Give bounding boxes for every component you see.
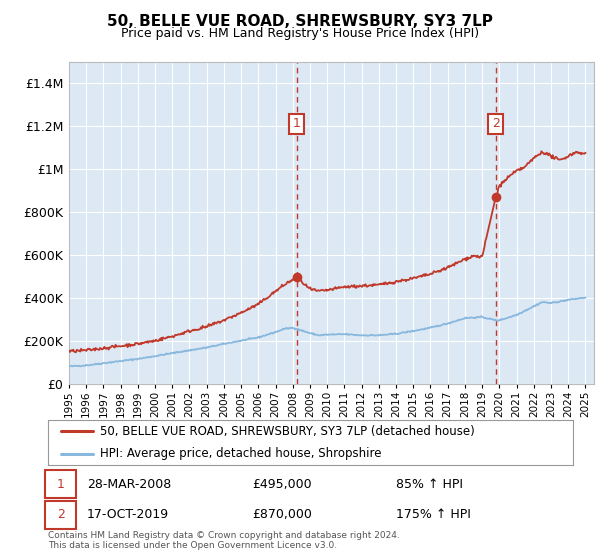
Text: 1: 1	[56, 478, 65, 491]
Text: Price paid vs. HM Land Registry's House Price Index (HPI): Price paid vs. HM Land Registry's House …	[121, 27, 479, 40]
Text: HPI: Average price, detached house, Shropshire: HPI: Average price, detached house, Shro…	[101, 447, 382, 460]
Text: 2: 2	[492, 118, 500, 130]
Text: 50, BELLE VUE ROAD, SHREWSBURY, SY3 7LP (detached house): 50, BELLE VUE ROAD, SHREWSBURY, SY3 7LP …	[101, 424, 475, 438]
Text: 17-OCT-2019: 17-OCT-2019	[87, 508, 169, 521]
Text: 175% ↑ HPI: 175% ↑ HPI	[396, 508, 471, 521]
Text: 28-MAR-2008: 28-MAR-2008	[87, 478, 171, 491]
Text: £870,000: £870,000	[252, 508, 312, 521]
Text: 2: 2	[56, 508, 65, 521]
Text: 50, BELLE VUE ROAD, SHREWSBURY, SY3 7LP: 50, BELLE VUE ROAD, SHREWSBURY, SY3 7LP	[107, 14, 493, 29]
Text: 85% ↑ HPI: 85% ↑ HPI	[396, 478, 463, 491]
Text: £495,000: £495,000	[252, 478, 311, 491]
Text: Contains HM Land Registry data © Crown copyright and database right 2024.
This d: Contains HM Land Registry data © Crown c…	[48, 531, 400, 550]
Text: 1: 1	[293, 118, 301, 130]
